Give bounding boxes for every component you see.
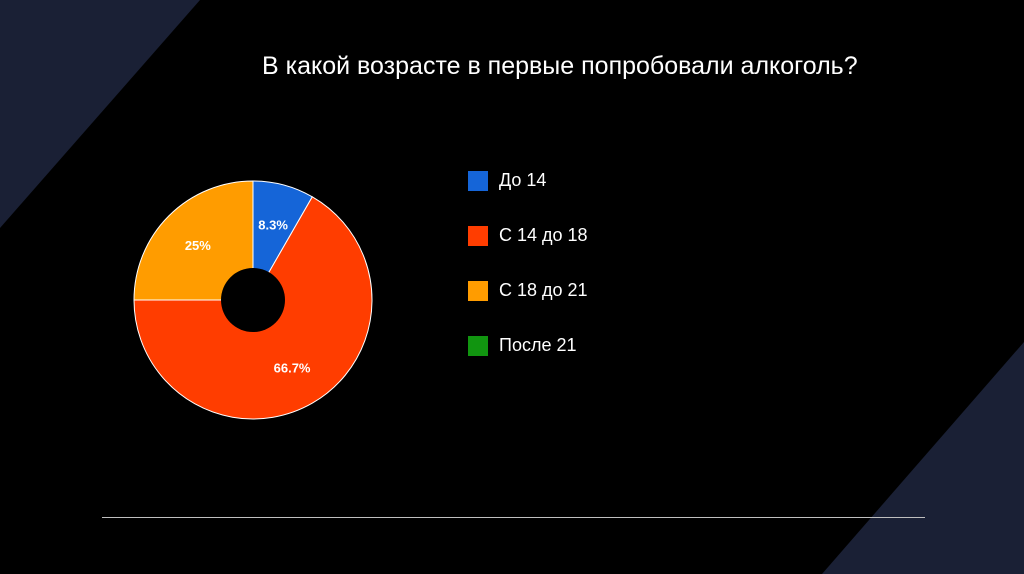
legend-item-2: С 18 до 21 [468,280,588,301]
legend-item-0: До 14 [468,170,546,191]
slide-title: В какой возрасте в первые попробовали ал… [262,52,858,80]
donut-hole [221,268,285,332]
legend-item-1: С 14 до 18 [468,225,588,246]
legend-item-3: После 21 [468,335,576,356]
legend-swatch-2 [468,280,488,301]
legend-label-2: С 18 до 21 [499,280,588,300]
legend-label-1: С 14 до 18 [499,225,588,245]
legend-label-0: До 14 [499,170,547,190]
legend-swatch-1 [468,225,488,246]
top-left-triangle [0,0,200,228]
pie-slice-label-0: 8.3% [258,218,288,233]
legend-label-3: После 21 [499,335,577,355]
legend-swatch-0 [468,170,488,191]
bottom-right-triangle [822,342,1024,574]
pie-slice-label-1: 66.7% [274,361,311,376]
pie-slice-label-2: 25% [185,238,211,253]
bottom-divider [102,517,925,518]
legend-swatch-3 [468,335,488,356]
pie-slice-2 [133,180,254,301]
